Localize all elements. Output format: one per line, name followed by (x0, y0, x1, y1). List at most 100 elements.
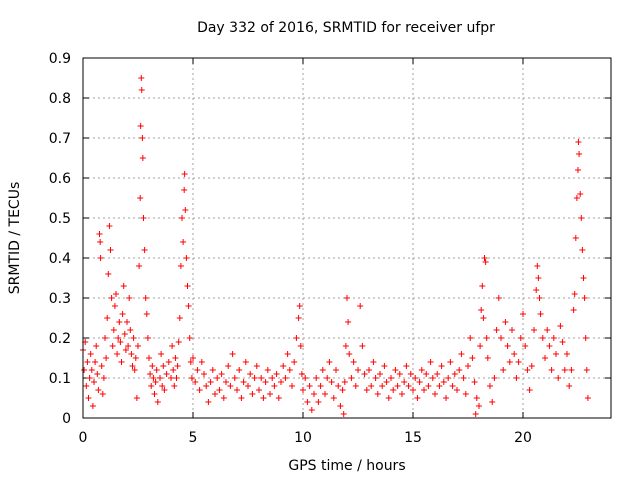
data-point (432, 391, 438, 397)
data-point (580, 275, 587, 281)
data-point (456, 367, 463, 373)
data-point (374, 391, 381, 397)
data-point (454, 387, 460, 393)
data-point (207, 379, 214, 385)
data-point (322, 391, 328, 397)
data-points (80, 75, 591, 417)
data-point (81, 367, 88, 373)
data-point (553, 351, 559, 357)
data-point (394, 383, 401, 389)
data-point (278, 379, 284, 385)
data-point (427, 359, 434, 365)
data-point (260, 395, 267, 401)
data-point (405, 383, 412, 389)
data-point (154, 399, 161, 405)
data-point (180, 239, 187, 245)
data-point (108, 295, 115, 301)
data-point (564, 351, 570, 357)
x-axis-label: GPS time / hours (288, 458, 405, 474)
data-point (249, 391, 256, 397)
x-tick-label: 10 (294, 430, 312, 446)
data-point (234, 387, 240, 393)
data-point (92, 359, 99, 365)
y-axis-label: SRMTID / TECUs (7, 182, 23, 295)
data-point (181, 187, 188, 193)
data-point (438, 363, 445, 369)
data-point (158, 351, 165, 357)
data-point (407, 371, 414, 377)
data-point (471, 379, 478, 385)
data-point (495, 295, 502, 301)
data-point (315, 399, 322, 405)
data-point (216, 387, 223, 393)
plot-frame (82, 57, 612, 419)
data-point (308, 407, 315, 413)
data-point (467, 335, 474, 341)
data-point (126, 295, 133, 301)
data-point (500, 367, 507, 373)
data-point (383, 379, 390, 385)
data-point (138, 75, 145, 81)
y-tick-label: 0.6 (49, 171, 71, 187)
data-point (388, 375, 394, 381)
data-point (324, 375, 331, 381)
data-point (142, 295, 149, 301)
data-point (89, 403, 96, 409)
data-point (121, 331, 128, 337)
data-point (175, 339, 182, 345)
data-point (289, 383, 295, 389)
data-point (118, 359, 125, 365)
data-point (357, 303, 364, 309)
data-point (537, 311, 544, 317)
data-point (88, 367, 95, 373)
data-point (533, 287, 540, 293)
data-point (296, 303, 303, 309)
data-point (385, 395, 392, 401)
data-point (481, 255, 488, 261)
data-point (223, 379, 229, 385)
data-point (330, 395, 337, 401)
data-point (555, 375, 562, 381)
data-point (240, 379, 247, 385)
data-point (319, 367, 326, 373)
data-point (449, 383, 456, 389)
data-point (127, 327, 134, 333)
data-point (238, 395, 245, 401)
data-point (229, 351, 236, 357)
data-point (196, 387, 203, 393)
data-point (577, 191, 584, 197)
data-point (271, 383, 278, 389)
data-point (550, 335, 557, 341)
y-tick-labels: 0 0.1 0.2 0.3 0.4 0.5 0.6 0.7 0.8 0.9 (49, 51, 71, 427)
data-point (177, 263, 184, 269)
data-point (477, 343, 484, 349)
data-point (528, 363, 535, 369)
data-point (171, 383, 178, 389)
data-point (557, 323, 564, 329)
data-point (264, 367, 271, 373)
data-point (341, 379, 348, 385)
data-point (113, 291, 119, 297)
data-point (141, 247, 148, 253)
data-point (458, 351, 465, 357)
data-point (363, 387, 370, 393)
data-point (401, 379, 408, 385)
data-point (205, 399, 212, 405)
data-point (498, 335, 504, 341)
data-point (572, 235, 579, 241)
data-point (105, 271, 112, 277)
data-point (578, 215, 585, 221)
data-point (482, 259, 489, 265)
data-point (236, 367, 243, 373)
data-point (286, 367, 293, 373)
data-point (188, 375, 195, 381)
data-point (447, 359, 454, 365)
data-point (225, 363, 232, 369)
data-point (104, 315, 111, 321)
data-point (479, 283, 486, 289)
data-point (298, 371, 305, 377)
data-point (129, 363, 136, 369)
data-point (147, 371, 154, 377)
data-point (256, 387, 262, 393)
data-point (576, 151, 583, 157)
